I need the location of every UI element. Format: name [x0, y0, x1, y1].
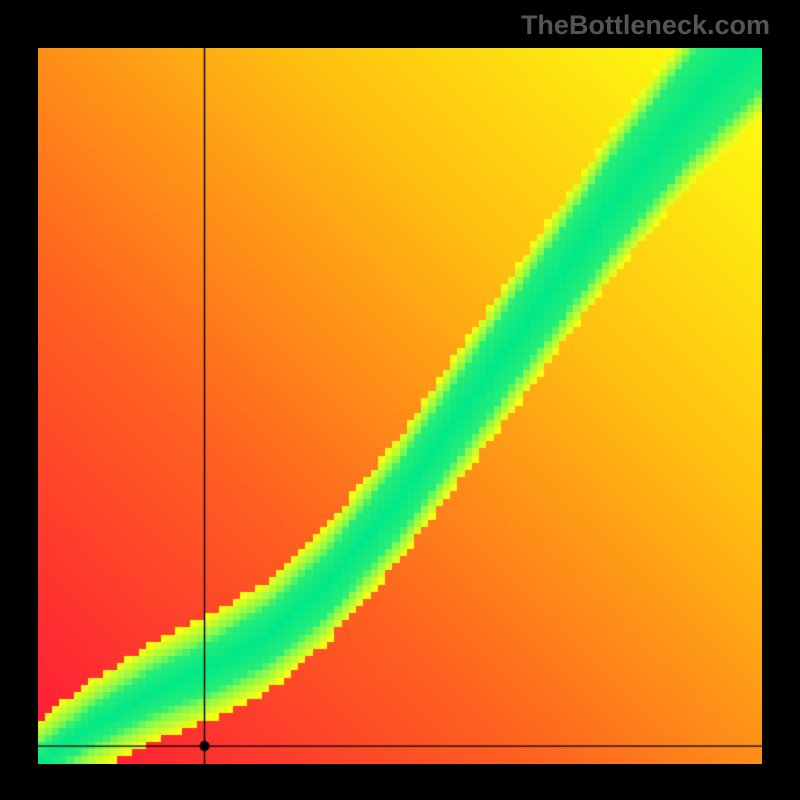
chart-container: TheBottleneck.com — [0, 0, 800, 800]
bottleneck-heatmap — [38, 48, 762, 764]
watermark-text: TheBottleneck.com — [521, 10, 770, 41]
